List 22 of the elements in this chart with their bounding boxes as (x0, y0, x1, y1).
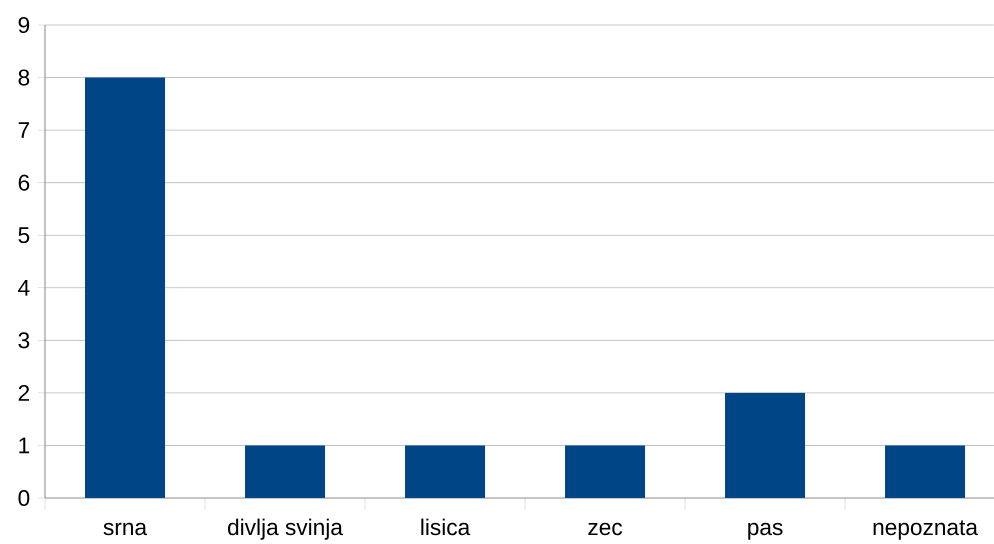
y-tick-label: 7 (18, 122, 30, 138)
y-tick-label: 8 (18, 70, 30, 86)
x-tick-label: nepoznata (874, 520, 978, 540)
y-tick-label: 0 (18, 490, 30, 506)
bar (885, 445, 966, 498)
y-tick-label: 6 (18, 174, 30, 191)
y-tick-label: 5 (18, 227, 30, 244)
y-tick-label: 9 (18, 16, 30, 34)
bar (725, 392, 806, 498)
x-tick-label: lisica (421, 518, 470, 536)
bar (85, 78, 166, 498)
x-tick-label: pas (748, 522, 782, 540)
x-tick-label: srna (104, 522, 148, 536)
bar (405, 445, 486, 498)
bar (245, 445, 326, 498)
y-tick-label: 2 (18, 384, 30, 401)
x-tick-label: divlja svinja (228, 518, 343, 540)
y-tick-label: 1 (19, 438, 30, 454)
y-tick-label: 4 (18, 280, 30, 296)
bar (565, 445, 646, 498)
x-tick-label: zec (588, 522, 622, 536)
y-tick-label: 3 (18, 332, 30, 348)
